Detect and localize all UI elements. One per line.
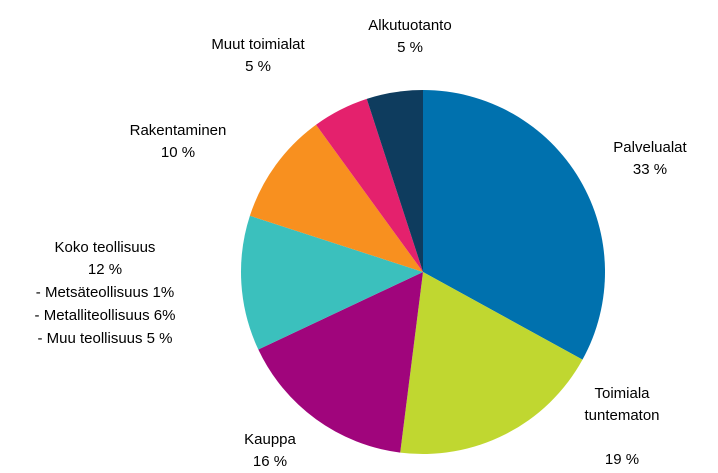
category-label: Alkutuotanto xyxy=(368,17,452,34)
slice-label: Muut toimialat 5 % xyxy=(211,34,304,78)
annotation: - Muu teollisuus 5 % xyxy=(37,330,173,347)
slice-label: Kauppa 16 % xyxy=(244,429,296,473)
category-label: Kauppa xyxy=(244,431,296,448)
category-label: Palvelualat xyxy=(613,139,687,156)
pie-slice xyxy=(366,90,423,272)
slice-label: Rakentaminen 10 % xyxy=(130,120,227,164)
pie-slice xyxy=(258,272,423,453)
category-label: Koko teollisuus xyxy=(54,239,156,256)
annotation: - Metalliteollisuus 6% xyxy=(34,307,176,324)
value-label: 10 % xyxy=(160,144,196,161)
value-label: 12 % xyxy=(87,261,123,278)
category-label: Rakentaminen xyxy=(129,122,227,139)
value-label: 16 % xyxy=(252,453,288,470)
category-label: Muut toimialat xyxy=(211,36,305,53)
slice-label: Koko teollisuus 12 % - Metsäteollisuus 1% -… xyxy=(35,237,176,350)
pie-slice xyxy=(249,124,423,272)
pie-slice xyxy=(423,90,605,360)
annotation: - Metsäteollisuus 1% xyxy=(35,284,175,301)
slice-label: Palvelualat 33 % xyxy=(613,137,686,181)
value-label: 19 % xyxy=(604,451,640,468)
category-label: Toimiala tuntematon xyxy=(584,385,660,424)
value-label: 33 % xyxy=(632,161,668,178)
pie-slice xyxy=(241,215,423,350)
pie-slice xyxy=(316,98,423,272)
slice-label: Toimiala tuntematon 19 % xyxy=(577,383,667,471)
value-label: 5 % xyxy=(245,58,271,75)
slice-label: Alkutuotanto 5 % xyxy=(368,15,451,59)
value-label: 5 % xyxy=(397,39,423,56)
pie-slice xyxy=(400,272,583,454)
